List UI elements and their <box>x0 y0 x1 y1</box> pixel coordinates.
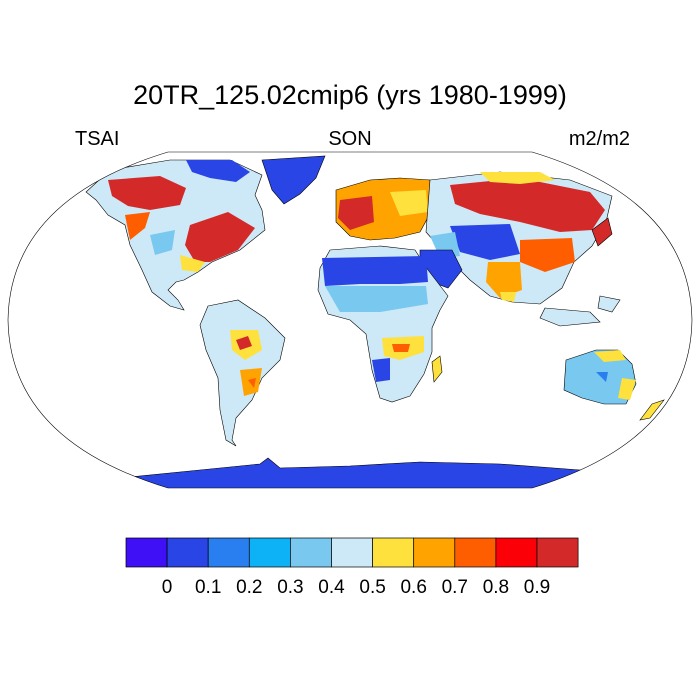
colorbar-swatch <box>290 537 332 568</box>
colorbar-swatch <box>495 537 538 568</box>
colorbar-swatch <box>166 537 209 568</box>
colorbar-tick-label: 0 <box>162 577 173 598</box>
colorbar-swatch <box>372 537 415 568</box>
units-label: m2/m2 <box>568 128 630 150</box>
map-boundary <box>7 151 693 489</box>
colorbar-tick-label: 0.4 <box>318 577 345 598</box>
colorbar-swatch <box>536 537 579 568</box>
colorbar-tick-label: 0.9 <box>524 577 550 598</box>
colorbar-swatch <box>413 537 456 568</box>
greenland <box>261 155 326 205</box>
colorbar-tick-label: 0.6 <box>400 577 426 598</box>
colorbar-tick-label: 0.5 <box>359 577 385 598</box>
map-land <box>8 155 692 488</box>
africa <box>317 245 449 403</box>
colorbar-swatch <box>207 537 250 568</box>
colorbar-swatch <box>331 537 373 568</box>
colorbar-swatch <box>248 537 291 568</box>
colorbar-swatch <box>125 537 168 568</box>
colorbar-tick-label: 0.2 <box>236 577 262 598</box>
variable-label: TSAI <box>75 128 120 150</box>
colorbar-tick-label: 0.1 <box>195 577 221 598</box>
map-title: 20TR_125.02cmip6 (yrs 1980-1999) <box>133 80 567 110</box>
colorbar-swatch <box>454 537 497 568</box>
colorbar-tick-label: 0.8 <box>483 577 509 598</box>
season-label: SON <box>328 128 372 150</box>
colorbar-tick-label: 0.7 <box>442 577 468 598</box>
colorbar-tick-label: 0.3 <box>277 577 303 598</box>
antarctica <box>8 457 692 488</box>
colorbar: 0 0.1 0.2 0.3 0.4 0.5 0.6 0.7 0.8 0.9 <box>125 537 579 598</box>
